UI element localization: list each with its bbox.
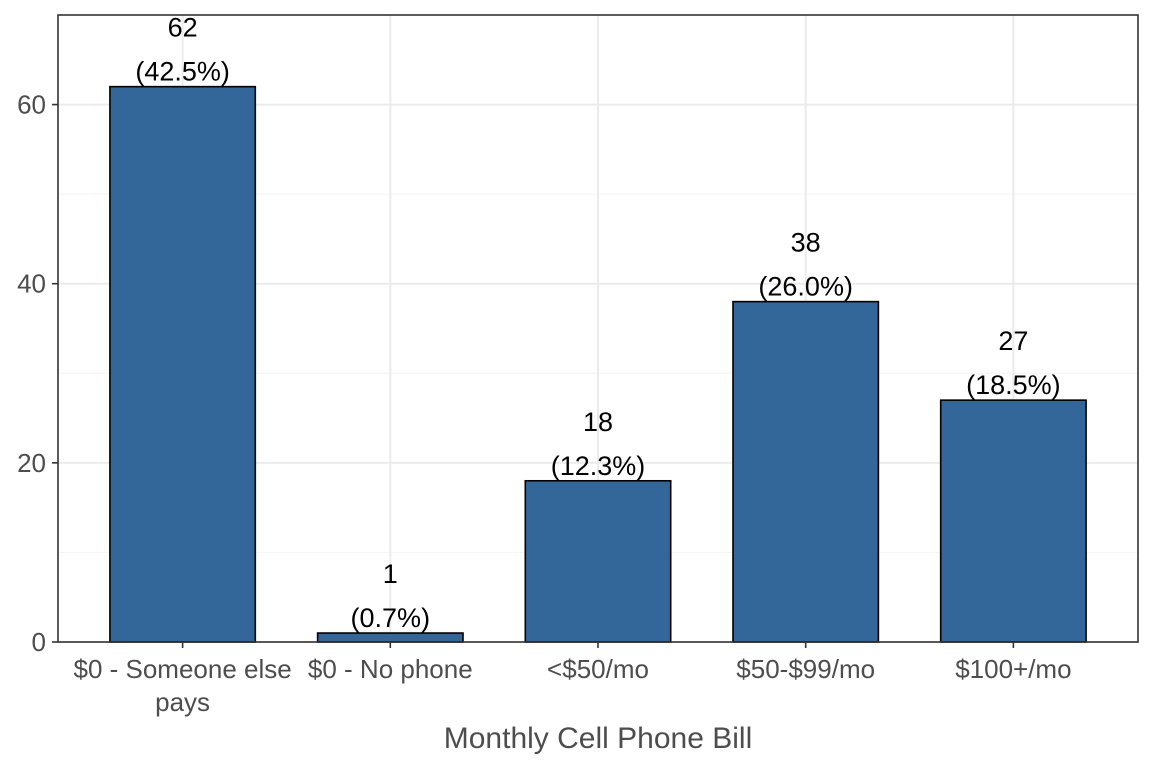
x-tick-label: $50-$99/mo — [736, 654, 875, 684]
bar — [316, 632, 464, 643]
y-axis: 0 20 40 60 — [17, 90, 58, 657]
bar — [732, 300, 880, 643]
data-label-percent: (26.0%) — [758, 272, 853, 302]
bars — [109, 85, 1087, 643]
y-tick-label: 20 — [17, 448, 46, 478]
data-label-count: 27 — [998, 326, 1028, 356]
data-label-percent: (0.7%) — [351, 603, 431, 633]
x-tick-label: $0 - No phone — [308, 654, 473, 684]
data-label-count: 62 — [168, 13, 198, 43]
x-tick-label: $100+/mo — [955, 654, 1071, 684]
data-labels: 62 (42.5%) 1 (0.7%) 18 (12.3%) 38 (26.0%) 27 (18.… — [135, 13, 1060, 633]
data-label-count: 18 — [583, 407, 613, 437]
bar — [109, 85, 257, 643]
x-axis-title: Monthly Cell Phone Bill — [444, 722, 752, 755]
data-label-count: 38 — [791, 228, 821, 258]
x-tick-label: pays — [155, 687, 210, 717]
data-label-percent: (18.5%) — [966, 370, 1061, 400]
bar — [524, 479, 672, 643]
y-tick-label: 0 — [32, 627, 46, 657]
data-label-count: 1 — [383, 559, 398, 589]
bar — [939, 399, 1087, 643]
data-label-percent: (12.3%) — [551, 451, 646, 481]
x-tick-label: <$50/mo — [547, 654, 649, 684]
y-tick-label: 40 — [17, 269, 46, 299]
y-tick-label: 60 — [17, 90, 46, 120]
data-label-percent: (42.5%) — [135, 57, 230, 87]
x-tick-label: $0 - Someone else — [73, 654, 291, 684]
